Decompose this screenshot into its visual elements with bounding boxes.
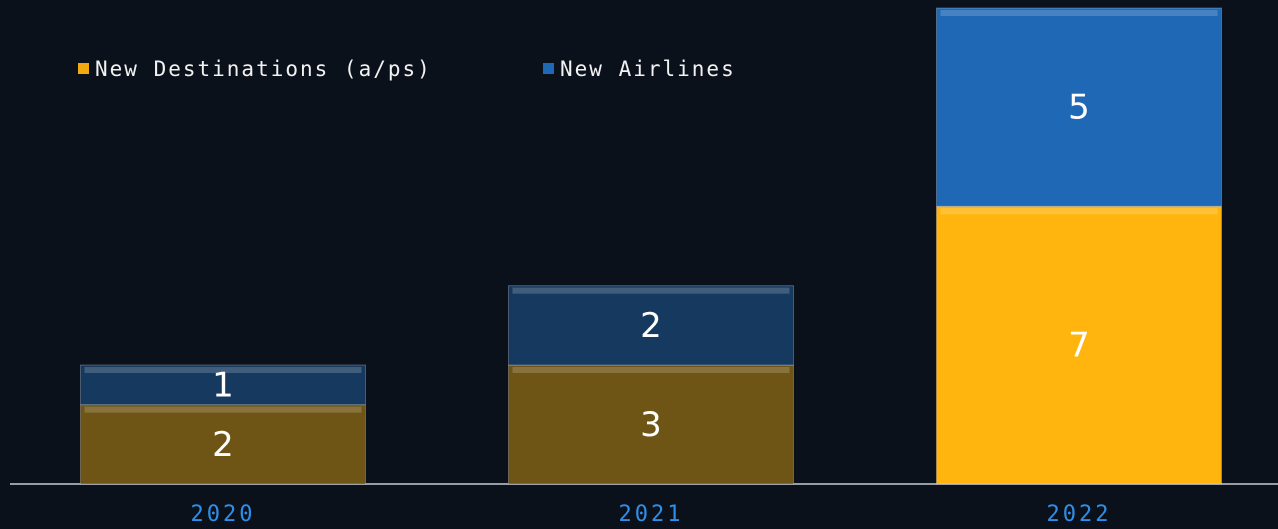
data-label: 5 [1068,88,1090,128]
data-label: 3 [640,405,662,445]
data-label: 2 [212,425,234,465]
bar-segment [936,205,1222,485]
x-tick-label: 2021 [619,502,684,527]
bar-bevel [84,367,362,373]
data-label: 7 [1068,326,1090,366]
bar-segment [508,285,794,366]
bar-bevel [940,10,1218,16]
bar-segment [80,364,366,406]
data-label: 1 [212,365,234,405]
bar-bevel [512,287,790,294]
legend-marker [78,63,89,74]
legend-label: New Airlines [560,57,736,81]
legend-marker [543,63,554,74]
x-tick-label: 2020 [191,502,256,527]
bar-bevel [940,208,1218,215]
bar-bevel [512,367,790,373]
data-label: 2 [640,306,662,346]
bar-segment [80,404,366,485]
legend-label: New Destinations (a/ps) [95,57,432,81]
x-tick-label: 2022 [1047,502,1112,527]
bar-bevel [84,406,362,413]
bar-segment [936,7,1222,207]
